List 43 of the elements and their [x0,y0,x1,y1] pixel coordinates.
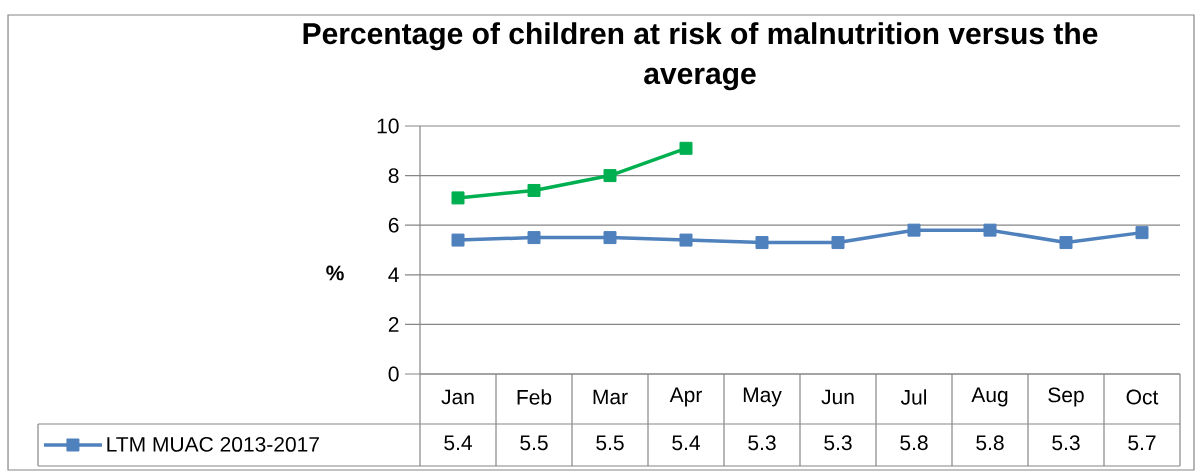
y-tick-label: 8 [388,168,399,184]
x-tick-label: Mar [593,389,628,405]
point [451,233,465,247]
y-axis-title: % [326,265,344,281]
data-label: 5.8 [900,435,928,451]
data-label: 5.3 [748,435,776,451]
point [527,183,541,197]
data-label: 5.5 [520,435,548,451]
data-label: 5.7 [1128,435,1156,451]
legend-label: LTM MUAC 2013-2017 [107,436,319,452]
x-tick-label: Aug [971,387,1008,407]
point [603,231,617,245]
y-tick-label: 4 [388,267,399,283]
point [1059,236,1073,250]
point [603,169,617,183]
x-tick-label: Apr [669,387,702,407]
point [831,236,845,250]
x-tick-label: Sep [1048,387,1084,407]
chart-title: Percentage of children at risk of malnutrition versus the average [303,22,1098,91]
data-label: 5.8 [976,435,1004,451]
point [755,236,769,250]
data-label: 5.3 [824,435,852,451]
x-tick-label: Jul [900,389,927,405]
data-label: 5.3 [1052,435,1080,451]
point [907,223,921,237]
y-tick-label: 6 [388,217,399,233]
y-tick-label: 10 [377,118,399,134]
point [679,233,693,247]
y-tick-label: 2 [388,317,399,332]
y-tick-label: 0 [388,366,399,382]
x-tick-label: Feb [517,389,552,405]
point [527,231,541,245]
point [1135,226,1149,240]
x-tick-label: Oct [1126,389,1159,405]
point [451,191,465,205]
point [983,223,997,237]
x-tick-label: Jun [821,389,854,405]
data-label: 5.4 [672,435,700,451]
data-label: 5.5 [596,435,624,451]
data-label: 5.4 [444,435,472,451]
x-tick-label: May [743,387,782,407]
point [679,141,693,155]
x-tick-label: Jan [441,389,474,405]
